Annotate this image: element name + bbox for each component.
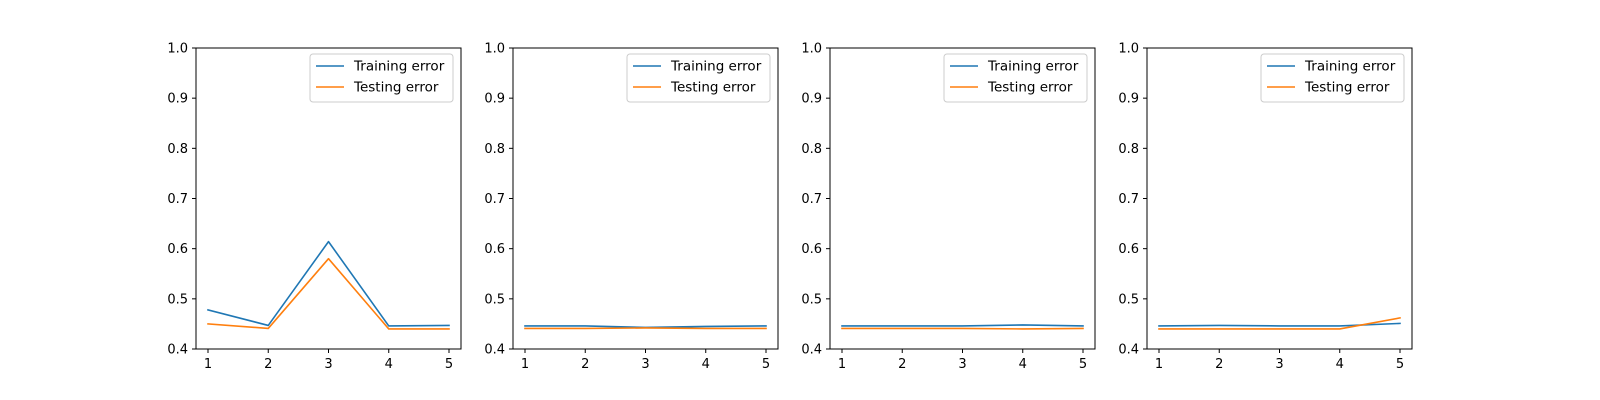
y-tick-label: 0.8 xyxy=(801,142,822,157)
y-tick-label: 0.9 xyxy=(484,92,505,107)
legend-label: Training error xyxy=(1304,59,1396,75)
x-tick-label: 3 xyxy=(641,357,649,372)
legend-box xyxy=(943,53,1088,103)
y-tick-label: 0.9 xyxy=(801,92,822,107)
legend-label: Training error xyxy=(353,59,445,75)
legend-label: Testing error xyxy=(987,80,1073,96)
x-tick-label: 5 xyxy=(762,357,770,372)
y-tick-label: 1.0 xyxy=(801,42,822,57)
x-tick-label: 1 xyxy=(521,357,529,372)
x-tick-label: 1 xyxy=(838,357,846,372)
y-tick-label: 0.7 xyxy=(167,192,188,207)
x-tick-label: 3 xyxy=(324,357,332,372)
y-tick-label: 0.6 xyxy=(801,242,822,257)
x-tick-label: 5 xyxy=(1396,357,1404,372)
y-tick-label: 1.0 xyxy=(1118,42,1139,57)
y-tick-label: 0.5 xyxy=(167,292,188,307)
y-tick-label: 0.5 xyxy=(801,292,822,307)
chart-panel-4: 0.4 0.5 0.6 0.7 0.8 0.9 1.0 1 2 3 4 5 Training error… xyxy=(1118,42,1413,372)
y-tick-label: 1.0 xyxy=(167,42,188,57)
x-tick-label: 2 xyxy=(264,357,272,372)
series-line-testing-error xyxy=(207,257,450,330)
y-tick-label: 0.7 xyxy=(801,192,822,207)
legend-label: Testing error xyxy=(670,80,756,96)
x-tick-label: 5 xyxy=(1079,357,1087,372)
x-tick-label: 5 xyxy=(445,357,453,372)
legend-label: Training error xyxy=(670,59,762,75)
y-tick-label: 0.5 xyxy=(1118,292,1139,307)
y-tick-label: 0.6 xyxy=(484,242,505,257)
y-tick-label: 0.5 xyxy=(484,292,505,307)
legend: Training error Testing error xyxy=(309,53,454,103)
x-tick-label: 4 xyxy=(702,357,710,372)
x-tick-label: 4 xyxy=(1019,357,1027,372)
x-tick-label: 4 xyxy=(1336,357,1344,372)
legend-label: Training error xyxy=(987,59,1079,75)
y-tick-label: 0.6 xyxy=(1118,242,1139,257)
chart-panel-1: 0.4 0.5 0.6 0.7 0.8 0.9 1.0 1 2 3 4 5 Training error… xyxy=(167,42,462,372)
y-tick-label: 0.4 xyxy=(167,343,188,358)
series-line-training-error xyxy=(841,324,1084,327)
legend-box xyxy=(1260,53,1405,103)
x-tick-label: 3 xyxy=(1275,357,1283,372)
x-tick-label: 3 xyxy=(958,357,966,372)
legend-label: Testing error xyxy=(1304,80,1390,96)
x-tick-label: 1 xyxy=(204,357,212,372)
legend-box xyxy=(309,53,454,103)
y-tick-label: 0.7 xyxy=(484,192,505,207)
y-tick-label: 0.9 xyxy=(1118,92,1139,107)
legend: Training error Testing error xyxy=(943,53,1088,103)
y-tick-label: 0.4 xyxy=(1118,343,1139,358)
y-tick-label: 0.8 xyxy=(484,142,505,157)
chart-panel-2: 0.4 0.5 0.6 0.7 0.8 0.9 1.0 1 2 3 4 5 Training error… xyxy=(484,42,779,372)
x-tick-label: 2 xyxy=(1215,357,1223,372)
legend: Training error Testing error xyxy=(1260,53,1405,103)
series-line-testing-error xyxy=(1158,316,1401,330)
legend-box xyxy=(626,53,771,103)
y-tick-label: 1.0 xyxy=(484,42,505,57)
x-tick-label: 1 xyxy=(1155,357,1163,372)
series-line-testing-error xyxy=(841,327,1084,330)
x-tick-label: 2 xyxy=(581,357,589,372)
series-line-testing-error xyxy=(524,327,767,330)
legend: Training error Testing error xyxy=(626,53,771,103)
y-tick-label: 0.4 xyxy=(484,343,505,358)
series-line-training-error xyxy=(207,240,450,327)
y-tick-label: 0.8 xyxy=(167,142,188,157)
y-tick-label: 0.7 xyxy=(1118,192,1139,207)
y-tick-label: 0.4 xyxy=(801,343,822,358)
chart-panel-3: 0.4 0.5 0.6 0.7 0.8 0.9 1.0 1 2 3 4 5 Training error… xyxy=(801,42,1096,372)
y-tick-label: 0.8 xyxy=(1118,142,1139,157)
legend-label: Testing error xyxy=(353,80,439,96)
x-tick-label: 2 xyxy=(898,357,906,372)
y-tick-label: 0.6 xyxy=(167,242,188,257)
x-tick-label: 4 xyxy=(385,357,393,372)
y-tick-label: 0.9 xyxy=(167,92,188,107)
